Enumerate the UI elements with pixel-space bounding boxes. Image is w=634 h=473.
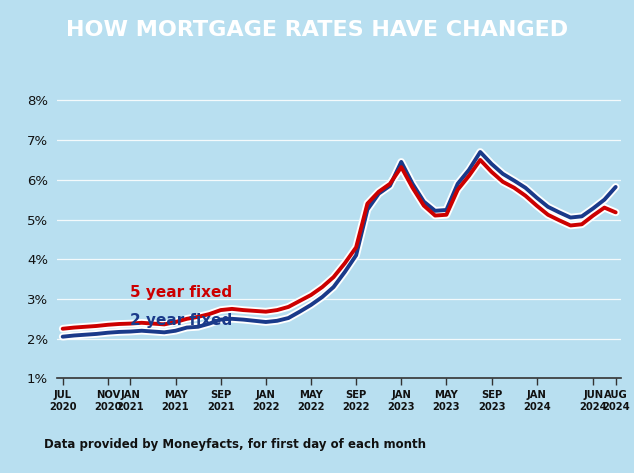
Text: HOW MORTGAGE RATES HAVE CHANGED: HOW MORTGAGE RATES HAVE CHANGED bbox=[66, 19, 568, 40]
Text: 5 year fixed: 5 year fixed bbox=[131, 285, 233, 300]
Text: Data provided by Moneyfacts, for first day of each month: Data provided by Moneyfacts, for first d… bbox=[44, 438, 427, 451]
Text: 2 year fixed: 2 year fixed bbox=[131, 313, 233, 328]
